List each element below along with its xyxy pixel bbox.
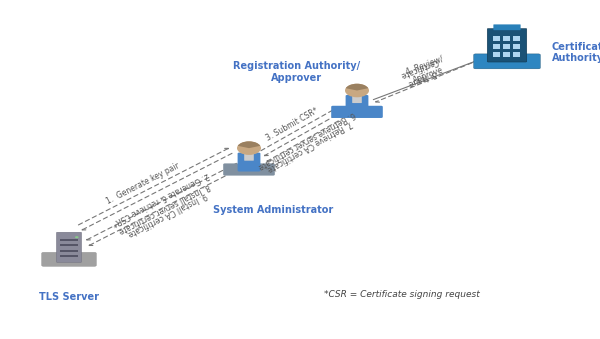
FancyBboxPatch shape (503, 44, 510, 49)
FancyBboxPatch shape (42, 252, 97, 266)
FancyBboxPatch shape (60, 255, 78, 257)
Text: 7. Retrieve CA certificate: 7. Retrieve CA certificate (265, 118, 353, 174)
Text: 8. Install server certificate: 8. Install server certificate (118, 182, 211, 236)
Circle shape (237, 141, 261, 155)
FancyBboxPatch shape (487, 28, 527, 62)
FancyBboxPatch shape (493, 24, 521, 30)
Text: *CSR = Certificate signing request: *CSR = Certificate signing request (324, 291, 480, 299)
Text: 1.  Generate key pair: 1. Generate key pair (105, 161, 181, 206)
FancyBboxPatch shape (238, 153, 260, 172)
Text: Registration Authority/
Approver: Registration Authority/ Approver (233, 61, 361, 83)
FancyBboxPatch shape (346, 95, 368, 114)
FancyBboxPatch shape (513, 52, 520, 57)
FancyBboxPatch shape (503, 36, 510, 41)
FancyBboxPatch shape (60, 239, 78, 241)
FancyBboxPatch shape (56, 232, 82, 262)
Circle shape (75, 236, 79, 238)
FancyBboxPatch shape (493, 44, 500, 49)
Text: Certificate
Authority: Certificate Authority (552, 42, 600, 63)
FancyBboxPatch shape (331, 106, 383, 118)
Text: 2. Generate & retrieve CSR*: 2. Generate & retrieve CSR* (110, 170, 210, 227)
Text: 6. Retrieve server certificate: 6. Retrieve server certificate (257, 109, 356, 171)
FancyBboxPatch shape (352, 96, 362, 103)
FancyBboxPatch shape (513, 44, 520, 49)
Circle shape (345, 84, 369, 97)
Text: 3. Submit CSR*: 3. Submit CSR* (265, 106, 320, 142)
Wedge shape (346, 84, 368, 91)
Text: 4. Review/
Approve: 4. Review/ Approve (404, 54, 448, 86)
FancyBboxPatch shape (60, 250, 78, 252)
Text: 5. Issue
Certificate: 5. Issue Certificate (398, 56, 443, 89)
Wedge shape (238, 141, 260, 148)
FancyBboxPatch shape (474, 54, 540, 69)
FancyBboxPatch shape (503, 52, 510, 57)
FancyBboxPatch shape (60, 244, 78, 246)
FancyBboxPatch shape (493, 36, 500, 41)
FancyBboxPatch shape (223, 163, 275, 176)
Text: TLS Server: TLS Server (39, 292, 99, 301)
Text: 9. Install CA certificate: 9. Install CA certificate (126, 190, 208, 238)
FancyBboxPatch shape (244, 153, 254, 161)
FancyBboxPatch shape (513, 36, 520, 41)
Text: System Administrator: System Administrator (213, 205, 333, 215)
FancyBboxPatch shape (493, 52, 500, 57)
